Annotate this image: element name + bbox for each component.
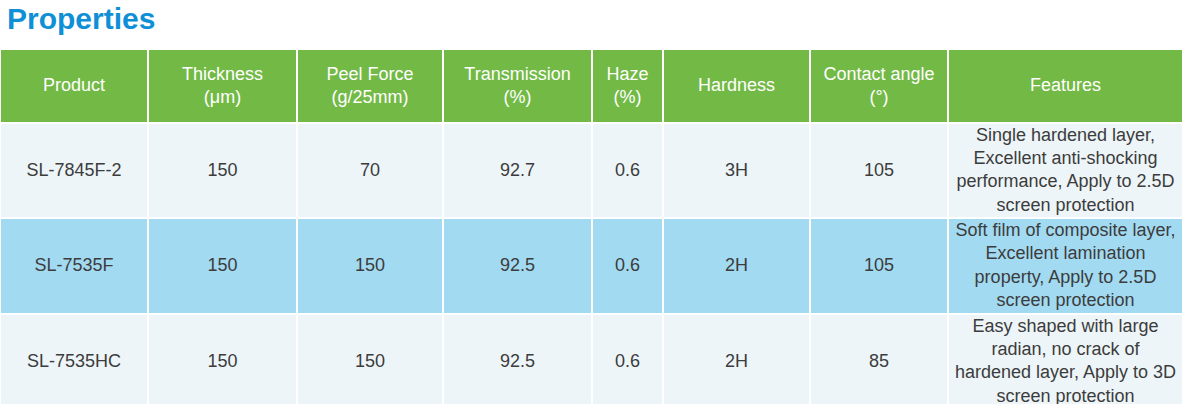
properties-table: Product Thickness (μm) Peel Force (g/25m… xyxy=(0,49,1183,404)
cell-product: SL-7535HC xyxy=(0,314,148,404)
properties-section: Properties Product Thickness (μm) Peel F… xyxy=(0,2,1183,404)
table-header: Product Thickness (μm) Peel Force (g/25m… xyxy=(0,49,1183,123)
page-title: Properties xyxy=(7,2,1183,37)
column-header-thickness: Thickness (μm) xyxy=(148,49,297,123)
table-row: SL-7535HC 150 150 92.5 0.6 2H 85 Easy sh… xyxy=(0,314,1183,404)
cell-thickness: 150 xyxy=(148,314,297,404)
column-header-features: Features xyxy=(948,49,1183,123)
cell-features: Easy shaped with large radian, no crack … xyxy=(948,314,1183,404)
column-header-transmission: Transmission (%) xyxy=(443,49,592,123)
column-header-haze: Haze (%) xyxy=(592,49,663,123)
cell-hardness: 2H xyxy=(663,314,810,404)
column-header-peel-force: Peel Force (g/25mm) xyxy=(297,49,443,123)
cell-peel-force: 150 xyxy=(297,218,443,314)
cell-transmission: 92.7 xyxy=(443,123,592,219)
cell-transmission: 92.5 xyxy=(443,314,592,404)
cell-product: SL-7535F xyxy=(0,218,148,314)
cell-thickness: 150 xyxy=(148,218,297,314)
cell-features: Soft film of composite layer, Excellent … xyxy=(948,218,1183,314)
table-row: SL-7845F-2 150 70 92.7 0.6 3H 105 Single… xyxy=(0,123,1183,219)
table-body: SL-7845F-2 150 70 92.7 0.6 3H 105 Single… xyxy=(0,123,1183,404)
cell-hardness: 2H xyxy=(663,218,810,314)
cell-product: SL-7845F-2 xyxy=(0,123,148,219)
column-header-hardness: Hardness xyxy=(663,49,810,123)
cell-peel-force: 150 xyxy=(297,314,443,404)
cell-haze: 0.6 xyxy=(592,123,663,219)
cell-transmission: 92.5 xyxy=(443,218,592,314)
header-row: Product Thickness (μm) Peel Force (g/25m… xyxy=(0,49,1183,123)
cell-haze: 0.6 xyxy=(592,218,663,314)
cell-thickness: 150 xyxy=(148,123,297,219)
cell-features: Single hardened layer, Excellent anti-sh… xyxy=(948,123,1183,219)
cell-contact-angle: 105 xyxy=(810,218,948,314)
table-row: SL-7535F 150 150 92.5 0.6 2H 105 Soft fi… xyxy=(0,218,1183,314)
column-header-contact-angle: Contact angle (°) xyxy=(810,49,948,123)
cell-peel-force: 70 xyxy=(297,123,443,219)
cell-contact-angle: 105 xyxy=(810,123,948,219)
cell-haze: 0.6 xyxy=(592,314,663,404)
cell-contact-angle: 85 xyxy=(810,314,948,404)
cell-hardness: 3H xyxy=(663,123,810,219)
column-header-product: Product xyxy=(0,49,148,123)
